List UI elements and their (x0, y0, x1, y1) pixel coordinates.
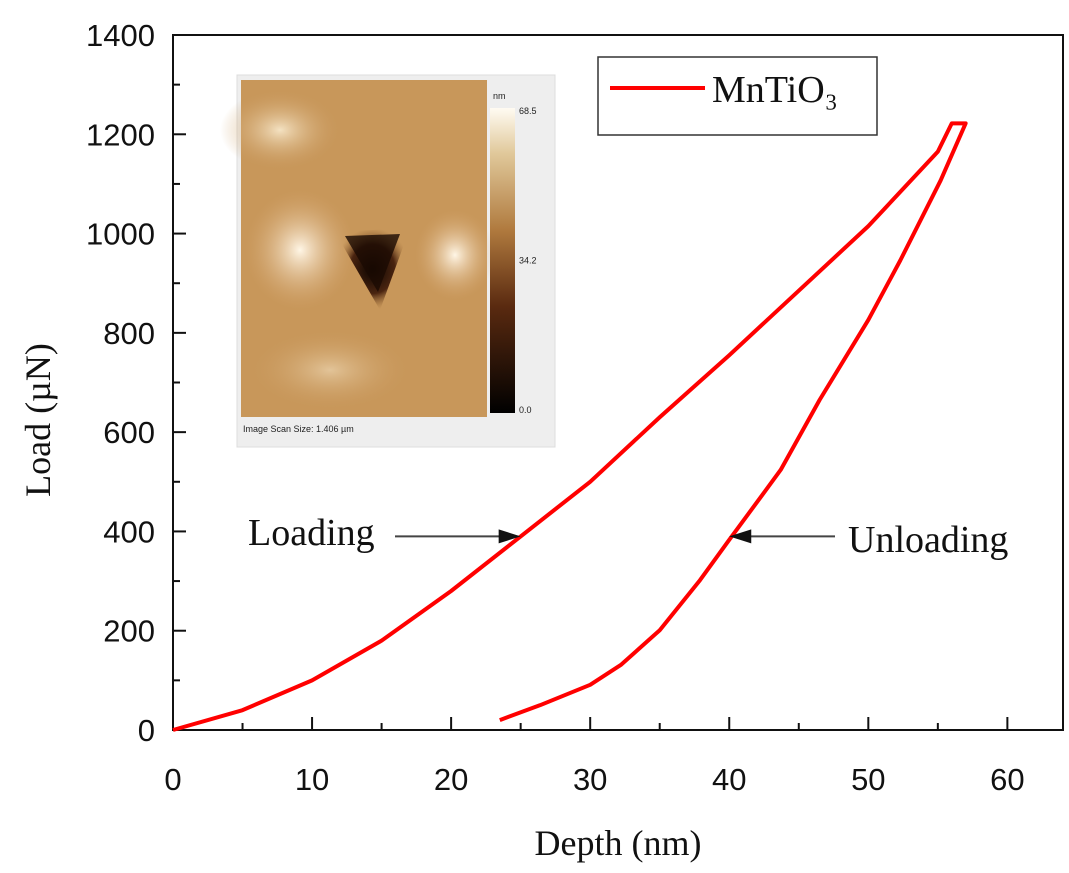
x-tick-label: 20 (434, 762, 468, 797)
y-tick-label: 800 (103, 316, 155, 351)
x-tick-label: 60 (990, 762, 1024, 797)
colorbar (490, 108, 515, 413)
chart: Depth (nm) Load (µN) 0102030405060020040… (0, 0, 1069, 873)
x-tick-label: 40 (712, 762, 746, 797)
legend-label: MnTiO₃ (712, 69, 838, 111)
x-tick-label: 0 (164, 762, 181, 797)
y-tick-label: 200 (103, 614, 155, 649)
inset (220, 75, 555, 447)
inset-caption: Image Scan Size: 1.406 µm (243, 424, 354, 434)
x-tick-label: 50 (851, 762, 885, 797)
y-tick-label: 1400 (86, 18, 155, 53)
annotation: Loading (248, 512, 375, 554)
y-tick-label: 0 (138, 713, 155, 748)
x-tick-label: 30 (573, 762, 607, 797)
x-axis-label: Depth (nm) (535, 823, 702, 863)
y-tick-label: 1200 (86, 117, 155, 152)
afm-feature (250, 330, 410, 410)
colorbar-tick-label: 0.0 (519, 405, 532, 415)
y-tick-label: 1000 (86, 217, 155, 252)
annotation: Unloading (848, 519, 1008, 561)
afm-feature (415, 210, 495, 300)
y-tick-label: 400 (103, 514, 155, 549)
x-tick-label: 10 (295, 762, 329, 797)
afm-feature (245, 190, 355, 310)
colorbar-tick-label: 34.2 (519, 256, 537, 266)
y-tick-label: 600 (103, 415, 155, 450)
colorbar-tick-label: 68.5 (519, 106, 537, 116)
y-axis-label: Load (µN) (18, 343, 58, 497)
colorbar-unit: nm (493, 91, 506, 101)
afm-feature (220, 90, 340, 170)
arrow-head (729, 529, 751, 543)
